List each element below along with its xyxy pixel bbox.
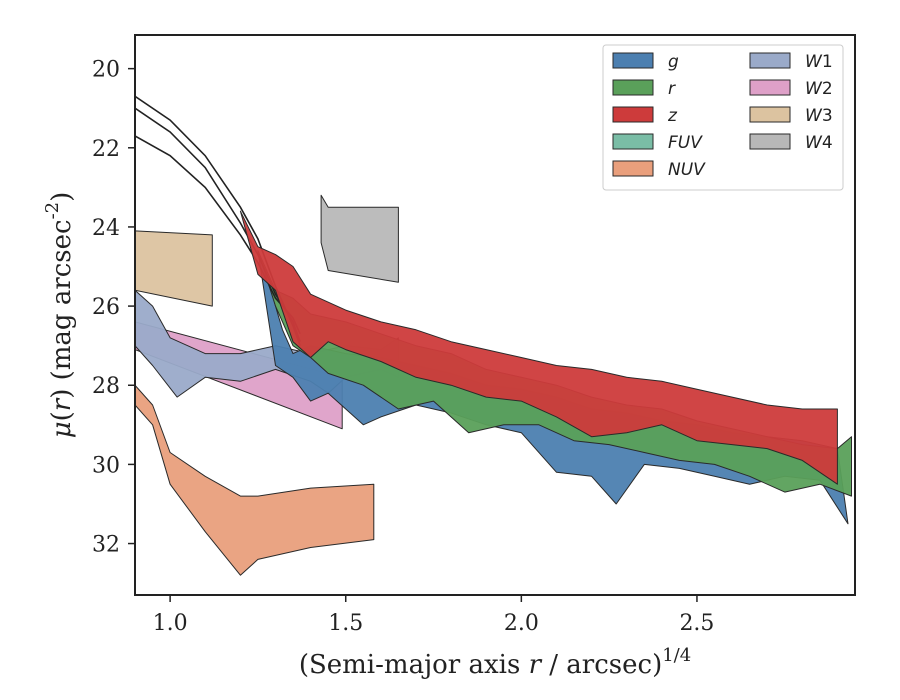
legend-label-w4: W4 — [805, 133, 833, 153]
legend-swatch-r — [612, 79, 654, 96]
y-tick-label: 32 — [92, 533, 120, 558]
x-tick-label: 2.0 — [504, 611, 539, 636]
y-axis-label: μ(r) (mag arcsec-2) — [42, 192, 77, 439]
y-tick-label: 26 — [92, 295, 120, 320]
legend-swatch-w2 — [749, 79, 791, 96]
y-tick-label: 28 — [92, 374, 120, 399]
legend-label-fuv: FUV — [668, 133, 703, 153]
y-tick-label: 24 — [92, 216, 120, 241]
axes-frame — [134, 34, 856, 596]
legend: grz FUV NUV W1 W2 W3 W4 — [602, 44, 844, 191]
plot-contents — [135, 95, 852, 576]
x-tick-label: 1.0 — [153, 611, 188, 636]
band-z — [239, 210, 838, 485]
legend-swatch-nuv — [612, 160, 654, 177]
band-w4 — [320, 194, 399, 283]
plot-area — [135, 95, 852, 576]
x-tick-label: 2.5 — [679, 611, 714, 636]
band-w3 — [135, 230, 213, 307]
legend-swatch-g — [612, 52, 654, 69]
legend-label-w1: W1 — [805, 52, 833, 72]
y-tick-label: 20 — [92, 58, 120, 83]
legend-swatch-w4 — [749, 133, 791, 150]
y-tick-label: 30 — [92, 453, 120, 478]
legend-swatch-z — [612, 106, 654, 123]
y-tick-label: 22 — [92, 137, 120, 162]
legend-label-z: z — [667, 106, 678, 126]
legend-label-w2: W2 — [805, 79, 833, 99]
legend-label-nuv: NUV — [668, 160, 706, 180]
band-nuv — [135, 384, 375, 576]
x-tick-label: 1.5 — [328, 611, 363, 636]
legend-swatch-w1 — [749, 52, 791, 69]
x-axis-label: (Semi-major axis r / arcsec)1/4 — [299, 645, 691, 680]
axes: 1.0 1.5 2.0 2.5 20 22 24 26 28 30 32 (Semi-major ax… — [42, 34, 856, 680]
legend-label-r: r — [668, 79, 676, 99]
legend-label-g: g — [668, 52, 679, 72]
legend-swatch-w3 — [749, 106, 791, 123]
legend-swatch-fuv — [612, 133, 654, 150]
legend-label-w3: W3 — [805, 106, 833, 126]
